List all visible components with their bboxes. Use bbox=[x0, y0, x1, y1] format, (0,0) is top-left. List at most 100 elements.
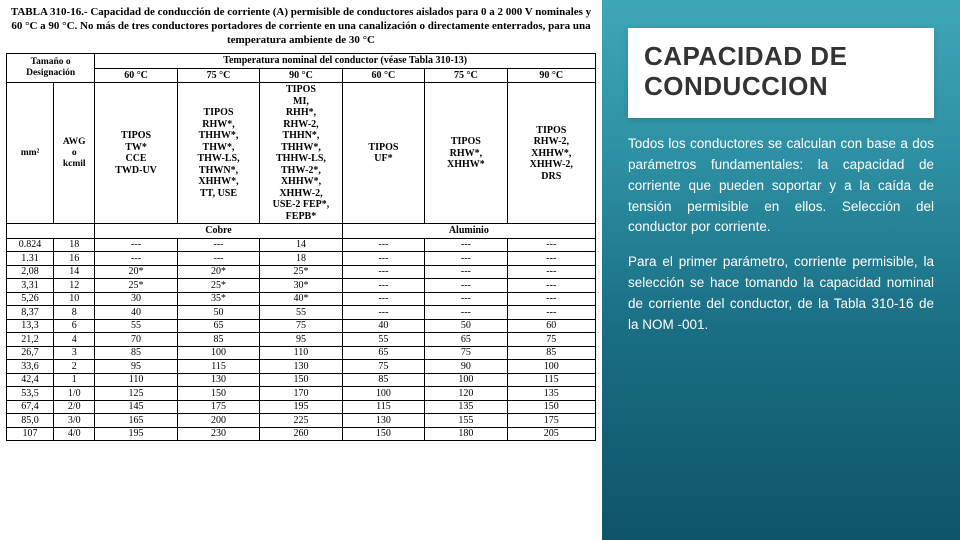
table-cell: --- bbox=[507, 238, 595, 252]
table-cell: --- bbox=[95, 238, 177, 252]
table-row: 13,36556575405060 bbox=[7, 319, 596, 333]
table-cell: 40 bbox=[342, 319, 424, 333]
title-card: CAPACIDAD DE CONDUCCION bbox=[628, 28, 934, 118]
hdr-60c-2: 60 °C bbox=[342, 68, 424, 83]
table-cell: 2,08 bbox=[7, 265, 54, 279]
table-cell: 10 bbox=[54, 292, 95, 306]
table-cell: --- bbox=[507, 279, 595, 293]
table-cell: --- bbox=[342, 292, 424, 306]
table-cell: 5,26 bbox=[7, 292, 54, 306]
table-cell: 40 bbox=[95, 306, 177, 320]
table-row: 26,7385100110657585 bbox=[7, 346, 596, 360]
hdr-cobre: Cobre bbox=[95, 224, 342, 239]
table-cell: 8,37 bbox=[7, 306, 54, 320]
table-cell: 55 bbox=[95, 319, 177, 333]
table-cell: 110 bbox=[260, 346, 342, 360]
table-cell: 135 bbox=[425, 400, 507, 414]
table-cell: --- bbox=[95, 252, 177, 266]
table-cell: 65 bbox=[425, 333, 507, 347]
table-row: 85,03/0165200225130155175 bbox=[7, 414, 596, 428]
table-row: 0.82418------14--------- bbox=[7, 238, 596, 252]
table-cell: 6 bbox=[54, 319, 95, 333]
table-cell: --- bbox=[507, 292, 595, 306]
hdr-60c-1: 60 °C bbox=[95, 68, 177, 83]
table-cell: 75 bbox=[507, 333, 595, 347]
table-cell: 90 bbox=[425, 360, 507, 374]
table-cell: 35* bbox=[177, 292, 259, 306]
table-cell: 75 bbox=[342, 360, 424, 374]
table-cell: 13,3 bbox=[7, 319, 54, 333]
table-cell: 14 bbox=[260, 238, 342, 252]
table-cell: 3/0 bbox=[54, 414, 95, 428]
table-cell: 42,4 bbox=[7, 373, 54, 387]
table-cell: 170 bbox=[260, 387, 342, 401]
table-cell: 0.824 bbox=[7, 238, 54, 252]
table-cell: 85 bbox=[95, 346, 177, 360]
table-cell: --- bbox=[342, 306, 424, 320]
table-cell: --- bbox=[507, 252, 595, 266]
table-caption: TABLA 310-16.- Capacidad de conducción d… bbox=[6, 4, 596, 53]
table-row: 1.3116------18--------- bbox=[7, 252, 596, 266]
table-cell: 150 bbox=[507, 400, 595, 414]
hdr-size: Tamaño o Designación bbox=[7, 54, 95, 83]
table-cell: 115 bbox=[507, 373, 595, 387]
table-cell: 3,31 bbox=[7, 279, 54, 293]
table-cell: 175 bbox=[177, 400, 259, 414]
table-cell: 3 bbox=[54, 346, 95, 360]
table-cell: 200 bbox=[177, 414, 259, 428]
table-cell: 4 bbox=[54, 333, 95, 347]
table-cell: 18 bbox=[54, 238, 95, 252]
hdr-temp: Temperatura nominal del conductor (véase… bbox=[95, 54, 596, 69]
table-cell: 95 bbox=[260, 333, 342, 347]
table-cell: 125 bbox=[95, 387, 177, 401]
table-cell: 150 bbox=[177, 387, 259, 401]
table-row: 67,42/0145175195115135150 bbox=[7, 400, 596, 414]
table-cell: --- bbox=[177, 238, 259, 252]
table-cell: 155 bbox=[425, 414, 507, 428]
table-cell: 21,2 bbox=[7, 333, 54, 347]
tipos-1: TIPOSRHW*, THHW*, THW*, THW-LS, THWN*, X… bbox=[177, 83, 259, 224]
table-cell: 1/0 bbox=[54, 387, 95, 401]
ampacity-table: Tamaño o Designación Temperatura nominal… bbox=[6, 53, 596, 441]
hdr-75c-1: 75 °C bbox=[177, 68, 259, 83]
tipos-2: TIPOSMI, RHH*, RHW-2, THHN*, THHW*, THHW… bbox=[260, 83, 342, 224]
table-cell: 115 bbox=[177, 360, 259, 374]
table-cell: 60 bbox=[507, 319, 595, 333]
table-cell: 65 bbox=[177, 319, 259, 333]
hdr-75c-2: 75 °C bbox=[425, 68, 507, 83]
table-cell: 130 bbox=[260, 360, 342, 374]
table-cell: 65 bbox=[342, 346, 424, 360]
table-cell: 30 bbox=[95, 292, 177, 306]
table-cell: 12 bbox=[54, 279, 95, 293]
table-cell: 85,0 bbox=[7, 414, 54, 428]
table-cell: 4/0 bbox=[54, 427, 95, 441]
table-cell: 100 bbox=[425, 373, 507, 387]
table-cell: 130 bbox=[342, 414, 424, 428]
tipos-4: TIPOSRHW*, XHHW* bbox=[425, 83, 507, 224]
table-cell: 195 bbox=[260, 400, 342, 414]
table-cell: 165 bbox=[95, 414, 177, 428]
table-cell: 25* bbox=[95, 279, 177, 293]
table-cell: 85 bbox=[342, 373, 424, 387]
table-cell: 55 bbox=[342, 333, 424, 347]
tipos-0: TIPOSTW* CCE TWD-UV bbox=[95, 83, 177, 224]
table-row: 2,081420*20*25*--------- bbox=[7, 265, 596, 279]
paragraph-1: Todos los conductores se calculan con ba… bbox=[628, 134, 934, 239]
table-cell: 50 bbox=[425, 319, 507, 333]
table-cell: 67,4 bbox=[7, 400, 54, 414]
table-cell: 205 bbox=[507, 427, 595, 441]
table-cell: --- bbox=[342, 265, 424, 279]
table-cell: 30* bbox=[260, 279, 342, 293]
table-cell: --- bbox=[177, 252, 259, 266]
table-cell: 85 bbox=[177, 333, 259, 347]
hdr-blank bbox=[7, 224, 95, 239]
hdr-aluminio: Aluminio bbox=[342, 224, 595, 239]
table-row: 53,51/0125150170100120135 bbox=[7, 387, 596, 401]
paragraph-2: Para el primer parámetro, corriente perm… bbox=[628, 252, 934, 336]
table-cell: 95 bbox=[95, 360, 177, 374]
table-cell: 25* bbox=[260, 265, 342, 279]
hdr-awg: AWG o kcmil bbox=[54, 83, 95, 224]
table-cell: 110 bbox=[95, 373, 177, 387]
table-cell: 26,7 bbox=[7, 346, 54, 360]
table-cell: 50 bbox=[177, 306, 259, 320]
